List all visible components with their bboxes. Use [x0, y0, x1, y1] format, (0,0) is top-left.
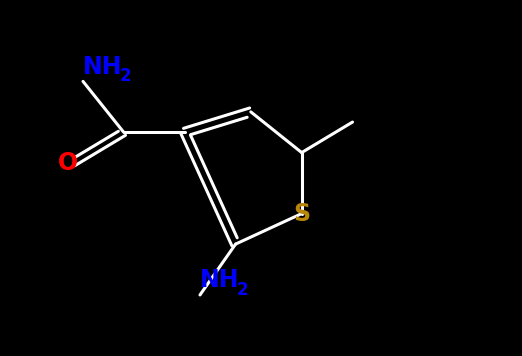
- Text: O: O: [57, 151, 78, 175]
- Text: 2: 2: [236, 281, 248, 299]
- Text: S: S: [293, 201, 310, 226]
- Text: 2: 2: [120, 67, 131, 85]
- Text: NH: NH: [83, 55, 123, 79]
- Text: NH: NH: [200, 268, 240, 292]
